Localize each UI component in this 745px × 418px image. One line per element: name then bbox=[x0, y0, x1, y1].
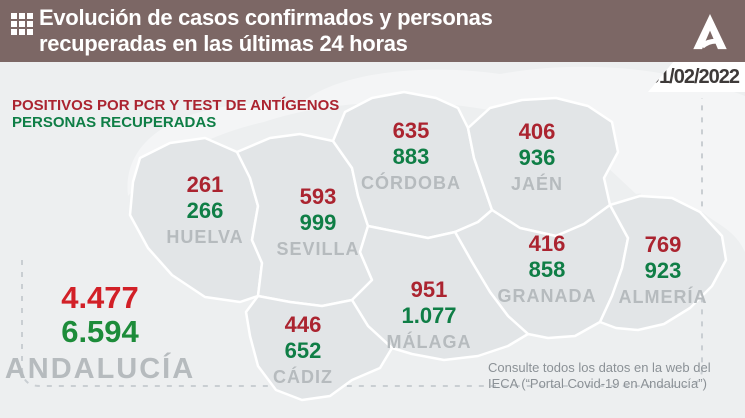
province-sevilla: 593 999 SEVILLA bbox=[276, 184, 359, 260]
sevilla-label: SEVILLA bbox=[276, 239, 360, 259]
province-cadiz: 446 652 CÁDIZ bbox=[273, 312, 333, 388]
malaga-recovered: 1.077 bbox=[401, 303, 457, 328]
province-granada: 416 858 GRANADA bbox=[498, 231, 597, 307]
date-text: 01/02/2022 bbox=[648, 65, 740, 88]
cordoba-positives: 635 bbox=[392, 118, 430, 143]
cadiz-label: CÁDIZ bbox=[273, 367, 333, 387]
province-jaen: 406 936 JAÉN bbox=[511, 119, 563, 195]
region-total: 4.477 6.594 ANDALUCÍA bbox=[4, 280, 196, 386]
legend-positives: POSITIVOS POR PCR Y TEST DE ANTÍGENOS bbox=[12, 97, 340, 114]
jaen-recovered: 936 bbox=[518, 145, 556, 170]
source-note-line1: Consulte todos los datos en la web del bbox=[488, 360, 711, 375]
murcia-silhouette-shape bbox=[640, 139, 745, 230]
almeria-recovered: 923 bbox=[644, 258, 682, 283]
header-bar: Evolución de casos confirmados y persona… bbox=[0, 0, 745, 62]
almeria-label: ALMERÍA bbox=[618, 287, 708, 307]
malaga-label: MÁLAGA bbox=[386, 332, 472, 352]
granada-positives: 416 bbox=[528, 231, 566, 256]
legend: POSITIVOS POR PCR Y TEST DE ANTÍGENOS PE… bbox=[12, 97, 339, 131]
sevilla-positives: 593 bbox=[299, 184, 337, 209]
map-province-cadiz-shape bbox=[244, 294, 394, 402]
almeria-positives: 769 bbox=[644, 232, 682, 257]
source-note: Consulte todos los datos en la web del I… bbox=[488, 360, 718, 392]
province-malaga: 951 1.077 MÁLAGA bbox=[387, 277, 472, 353]
huelva-label: HUELVA bbox=[166, 227, 244, 247]
cadiz-positives: 446 bbox=[284, 312, 322, 337]
huelva-recovered: 266 bbox=[186, 198, 224, 223]
huelva-positives: 261 bbox=[186, 172, 224, 197]
page-title-line2: recuperadas en las últimas 24 horas bbox=[39, 31, 408, 56]
malaga-positives: 951 bbox=[410, 277, 448, 302]
source-note-line2: IECA (“Portal Covid-19 en Andalucía”) bbox=[488, 376, 707, 391]
andalucia-label: ANDALUCÍA bbox=[4, 353, 196, 385]
dashed-frame bbox=[21, 98, 703, 387]
province-huelva: 261 266 HUELVA bbox=[166, 172, 243, 248]
map-province-almeria-shape bbox=[598, 194, 728, 332]
granada-recovered: 858 bbox=[528, 257, 566, 282]
legend-recovered: PERSONAS RECUPERADAS bbox=[12, 114, 217, 131]
cordoba-label: CÓRDOBA bbox=[361, 173, 461, 193]
map-province-malaga-shape bbox=[350, 224, 530, 362]
page-title: Evolución de casos confirmados y persona… bbox=[39, 5, 639, 57]
province-cordoba: 635 883 CÓRDOBA bbox=[361, 118, 461, 194]
grid-icon bbox=[11, 13, 33, 35]
junta-de-andalucia-logo-icon bbox=[693, 13, 727, 50]
andalucia-positives: 4.477 bbox=[61, 280, 139, 315]
jaen-positives: 406 bbox=[518, 119, 556, 144]
jaen-label: JAÉN bbox=[510, 174, 564, 194]
cadiz-recovered: 652 bbox=[284, 338, 322, 363]
page-title-line1: Evolución de casos confirmados y persona… bbox=[39, 5, 493, 30]
cordoba-recovered: 883 bbox=[392, 144, 430, 169]
sevilla-recovered: 999 bbox=[299, 210, 337, 235]
province-almeria: 769 923 ALMERÍA bbox=[619, 232, 708, 308]
granada-label: GRANADA bbox=[497, 286, 597, 306]
andalucia-recovered: 6.594 bbox=[61, 314, 139, 349]
